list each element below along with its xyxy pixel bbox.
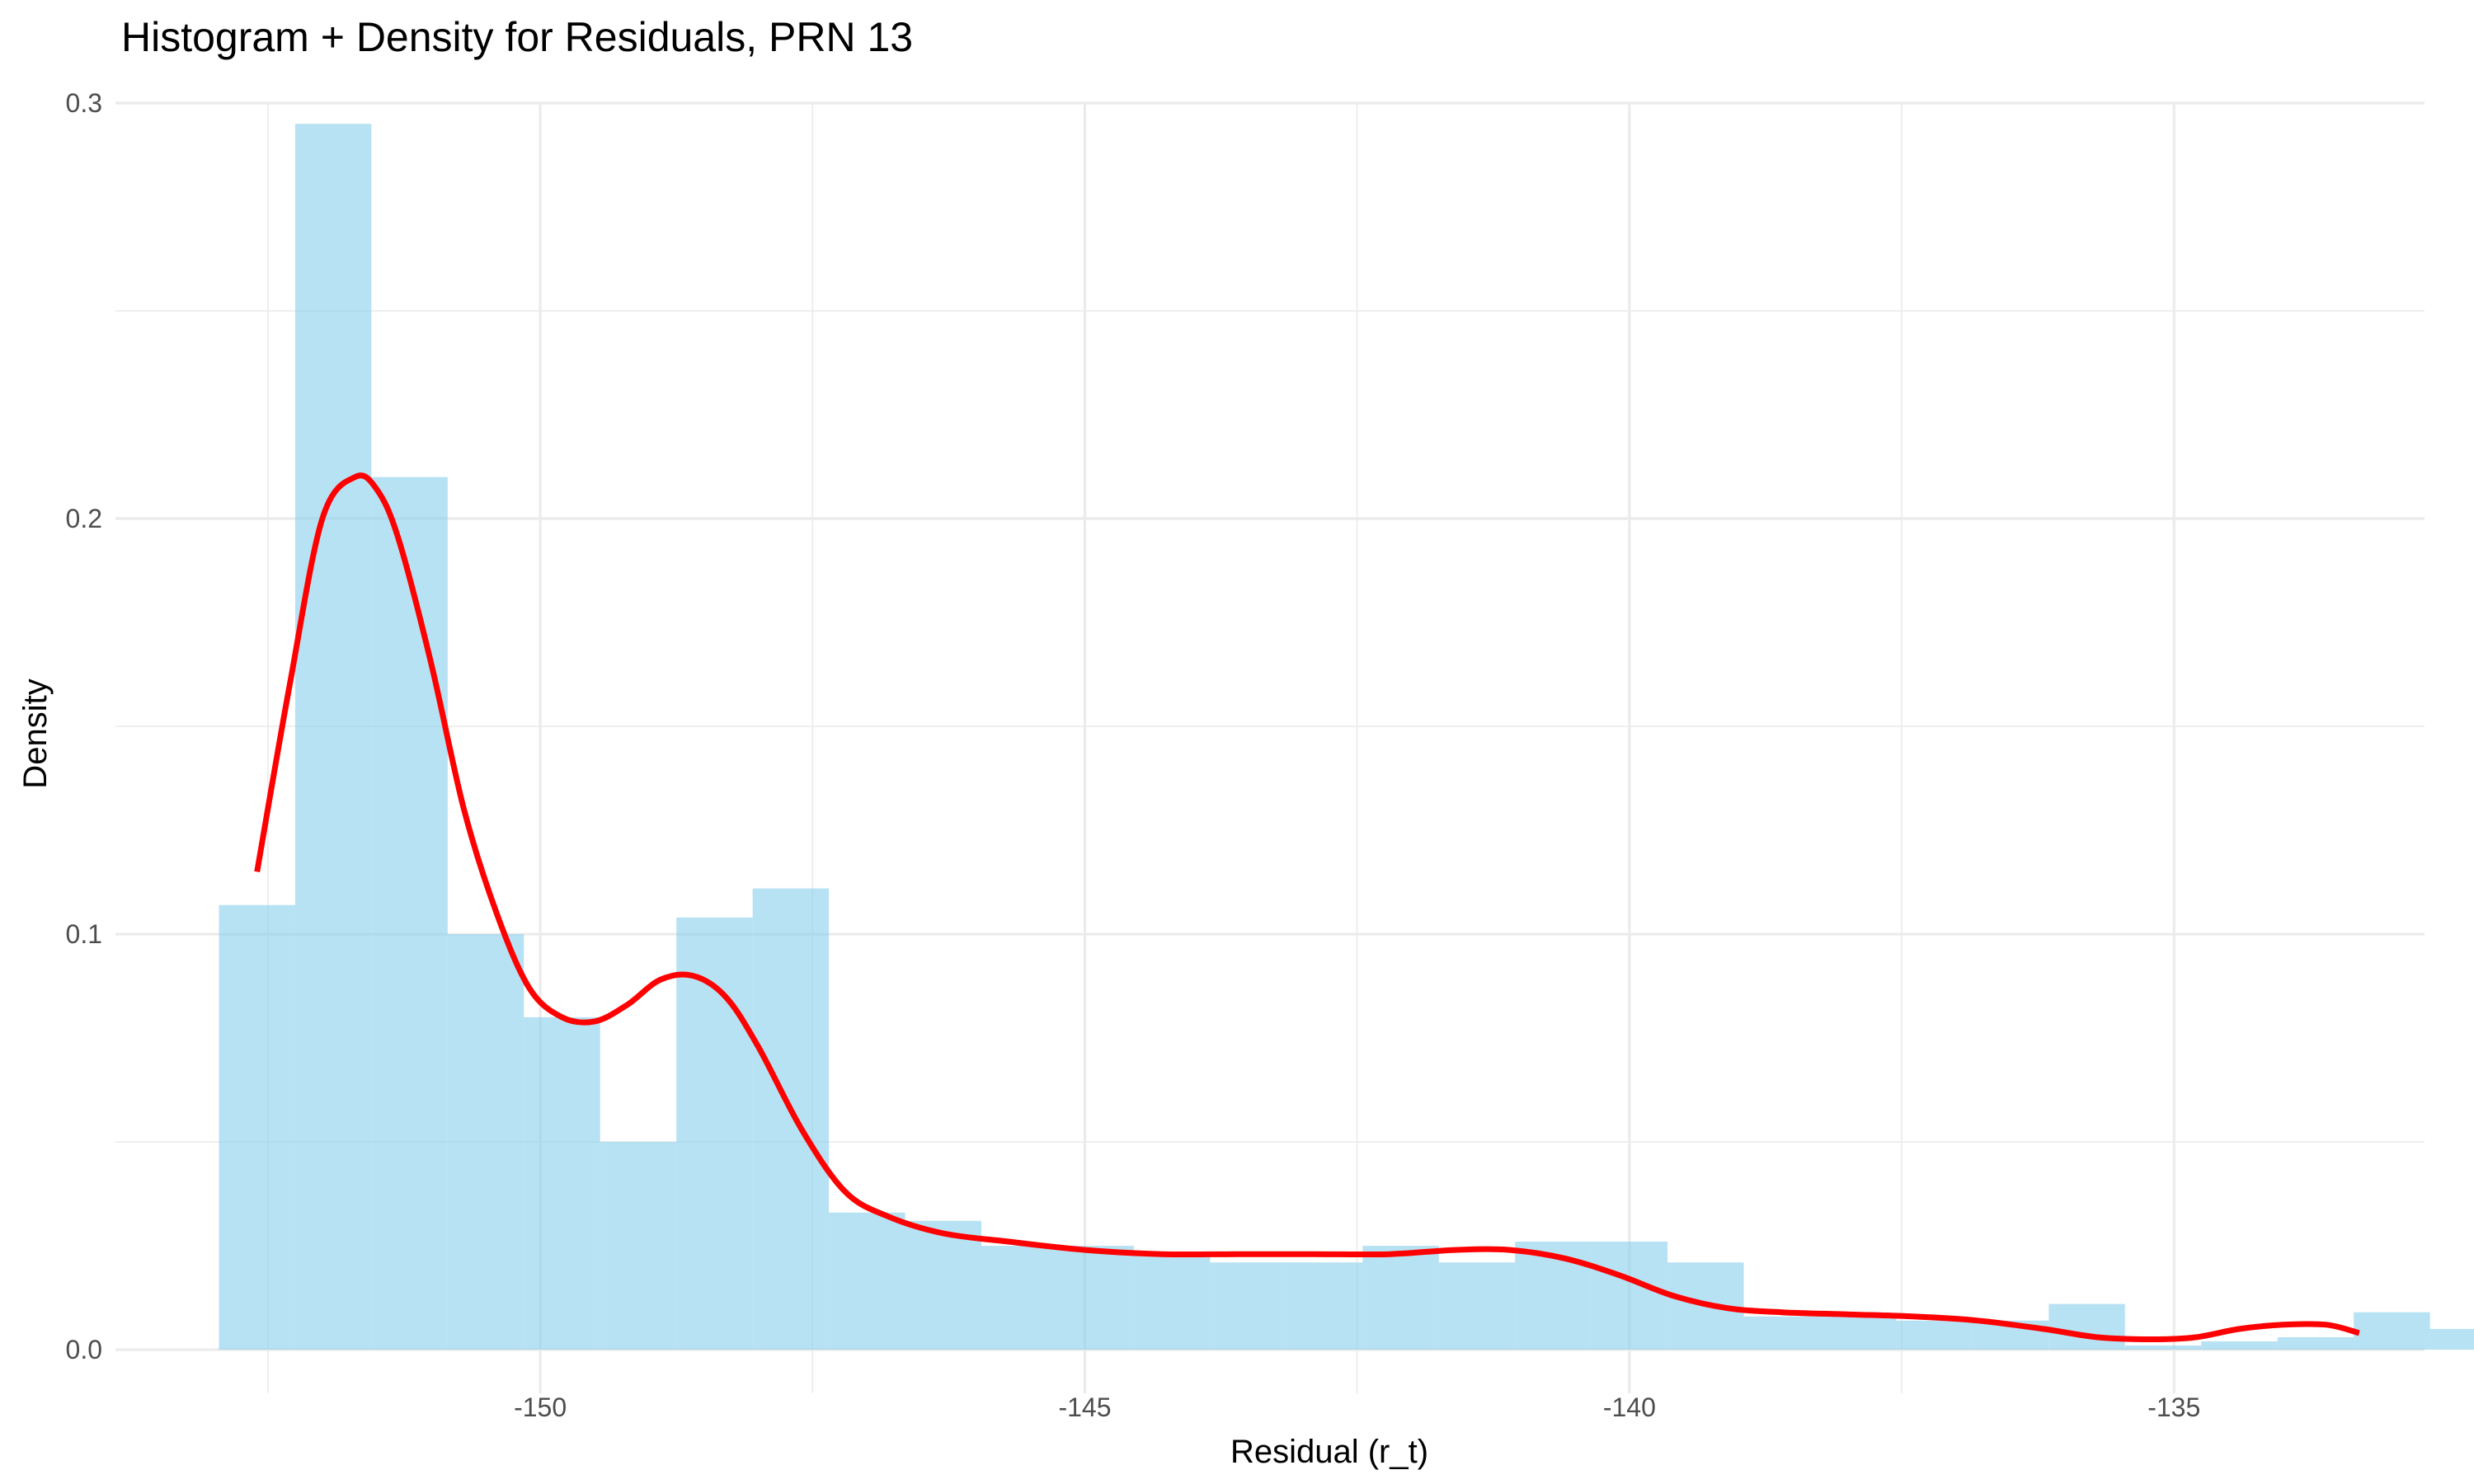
histogram-bars [219,124,2474,1350]
histogram-bar [447,934,524,1350]
x-axis-tick-labels: -150 -145 -140 -135 [514,1392,2200,1422]
histogram-bar [2354,1312,2430,1350]
histogram-bar [524,1017,600,1350]
y-tick-label: 0.1 [66,919,102,949]
x-tick-label: -140 [1603,1392,1656,1422]
chart-title: Histogram + Density for Residuals, PRN 1… [121,14,913,60]
histogram-bar [2277,1336,2354,1350]
histogram-bar [1210,1262,1286,1350]
histogram-bar [371,477,448,1350]
histogram-bar [752,888,830,1350]
histogram-bar [1438,1262,1516,1350]
histogram-bar [2124,1345,2202,1350]
histogram-bar [1057,1246,1134,1350]
histogram-bar [219,904,295,1350]
histogram-bar [294,124,372,1350]
histogram-bar [981,1246,1058,1350]
histogram-bar [1133,1254,1211,1350]
x-tick-label: -135 [2147,1392,2200,1422]
histogram-bar [600,1142,677,1350]
x-axis-title: Residual (r_t) [1230,1434,1428,1470]
histogram-bar [1896,1320,1973,1350]
y-axis-tick-labels: 0.0 0.1 0.2 0.3 [66,88,102,1364]
histogram-bar [1743,1316,1820,1350]
density-curve-group [254,472,2360,1342]
y-tick-label: 0.0 [66,1335,102,1364]
y-tick-label: 0.3 [66,88,102,118]
density-curve [254,472,2360,1342]
y-axis-title: Density [17,679,54,788]
histogram-bar [676,917,753,1350]
histogram-bar [1591,1242,1668,1350]
y-tick-label: 0.2 [66,504,102,533]
histogram-bar [1819,1316,1897,1350]
histogram-bar [1286,1262,1363,1350]
x-tick-label: -150 [514,1392,567,1422]
histogram-bar [829,1212,905,1350]
histogram-bar [1362,1246,1439,1350]
x-tick-label: -145 [1058,1392,1111,1422]
histogram-bar [2201,1341,2278,1350]
histogram-bar [2429,1328,2474,1350]
histogram-bar [2048,1303,2125,1350]
histogram-bar [905,1220,981,1350]
